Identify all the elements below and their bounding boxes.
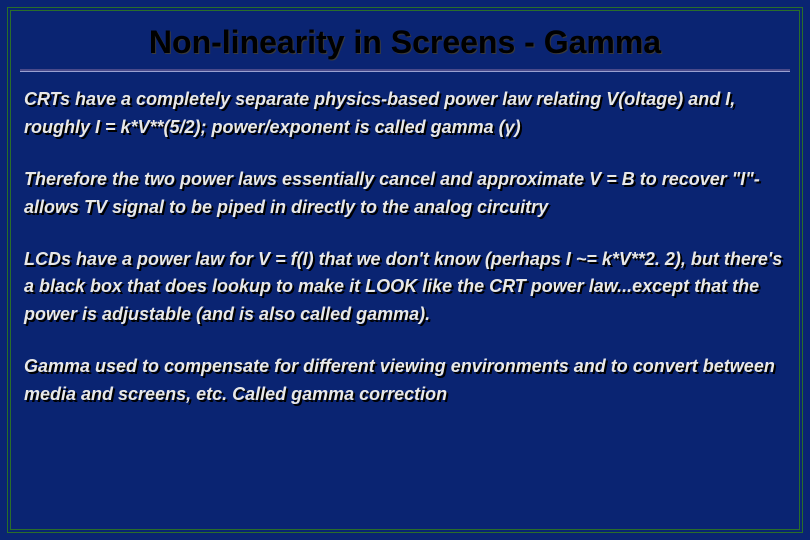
paragraph: CRTs have a completely separate physics-…	[24, 86, 786, 142]
paragraph: Gamma used to compensate for different v…	[24, 353, 786, 409]
slide-body: CRTs have a completely separate physics-…	[20, 86, 790, 520]
slide-container: Non-linearity in Screens - Gamma CRTs ha…	[20, 20, 790, 520]
paragraph: LCDs have a power law for V = f(I) that …	[24, 246, 786, 330]
slide-title: Non-linearity in Screens - Gamma	[20, 20, 790, 69]
paragraph: Therefore the two power laws essentially…	[24, 166, 786, 222]
title-underline	[20, 69, 790, 72]
